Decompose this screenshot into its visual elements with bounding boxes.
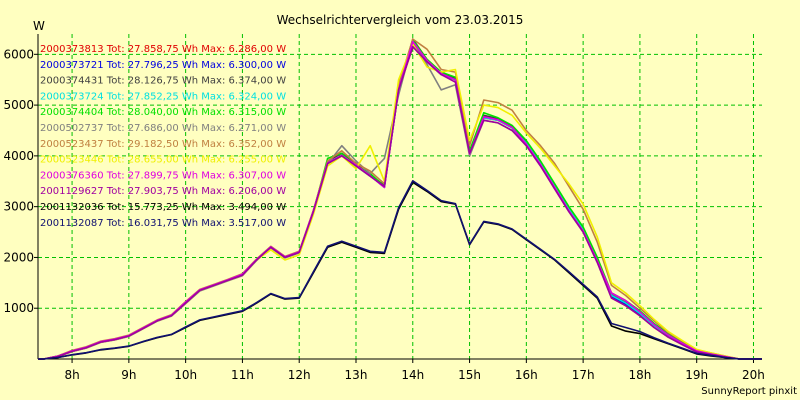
y-tick-label: 4000 [3,149,34,163]
legend-entry-2001132087: 2001132087 Tot: 16.031,75 Wh Max: 3.517,… [40,218,286,229]
legend-entry-2000373724: 2000373724 Tot: 27.852,25 Wh Max: 6.324,… [40,91,286,102]
x-tick-label: 15h [458,368,481,382]
legend-entry-2000373721: 2000373721 Tot: 27.796,25 Wh Max: 6.300,… [40,60,286,71]
legend-entry-2000376360: 2000376360 Tot: 27.899,75 Wh Max: 6.307,… [40,170,286,181]
x-tick-label: 11h [231,368,254,382]
x-tick-label: 12h [288,368,311,382]
x-tick-label: 18h [628,368,651,382]
x-tick-label: 8h [64,368,79,382]
x-tick-label: 13h [345,368,368,382]
series-line-2001132087 [38,180,762,360]
y-tick-label: 2000 [3,250,34,264]
y-axis-label: W [33,19,45,33]
x-tick-label: 9h [121,368,136,382]
y-tick-label: 3000 [3,200,34,214]
legend-entry-2000373813: 2000373813 Tot: 27.858,75 Wh Max: 6.286,… [40,44,286,55]
x-tick-label: 19h [685,368,708,382]
y-tick-label: 6000 [3,47,34,61]
x-tick-label: 20h [742,368,765,382]
legend-entry-2000523437: 2000523437 Tot: 29.182,50 Wh Max: 6.352,… [40,139,286,150]
legend-entry-2000374404: 2000374404 Tot: 28.040,00 Wh Max: 6.315,… [40,107,286,118]
y-tick-label: 5000 [3,98,34,112]
x-tick-label: 10h [174,368,197,382]
y-tick-label: 1000 [3,301,34,315]
legend-entry-2001132036: 2001132036 Tot: 15.773,25 Wh Max: 3.494,… [40,202,286,213]
legend-entry-2000374431: 2000374431 Tot: 28.126,75 Wh Max: 6.374,… [40,76,286,87]
x-tick-label: 17h [572,368,595,382]
x-tick-label: 14h [401,368,424,382]
legend-entry-2001129627: 2001129627 Tot: 27.903,75 Wh Max: 6.206,… [40,186,286,197]
legend-entry-2000502737: 2000502737 Tot: 27.686,00 Wh Max: 6.271,… [40,123,286,134]
series-line-2001129627 [38,45,762,360]
chart-title: Wechselrichtervergleich vom 23.03.2015 [277,13,524,27]
legend-entry-2000523446: 2000523446 Tot: 28.655,00 Wh Max: 6.255,… [40,155,286,166]
footer-credit: SunnyReport pinxit [701,386,797,397]
x-tick-label: 16h [515,368,538,382]
